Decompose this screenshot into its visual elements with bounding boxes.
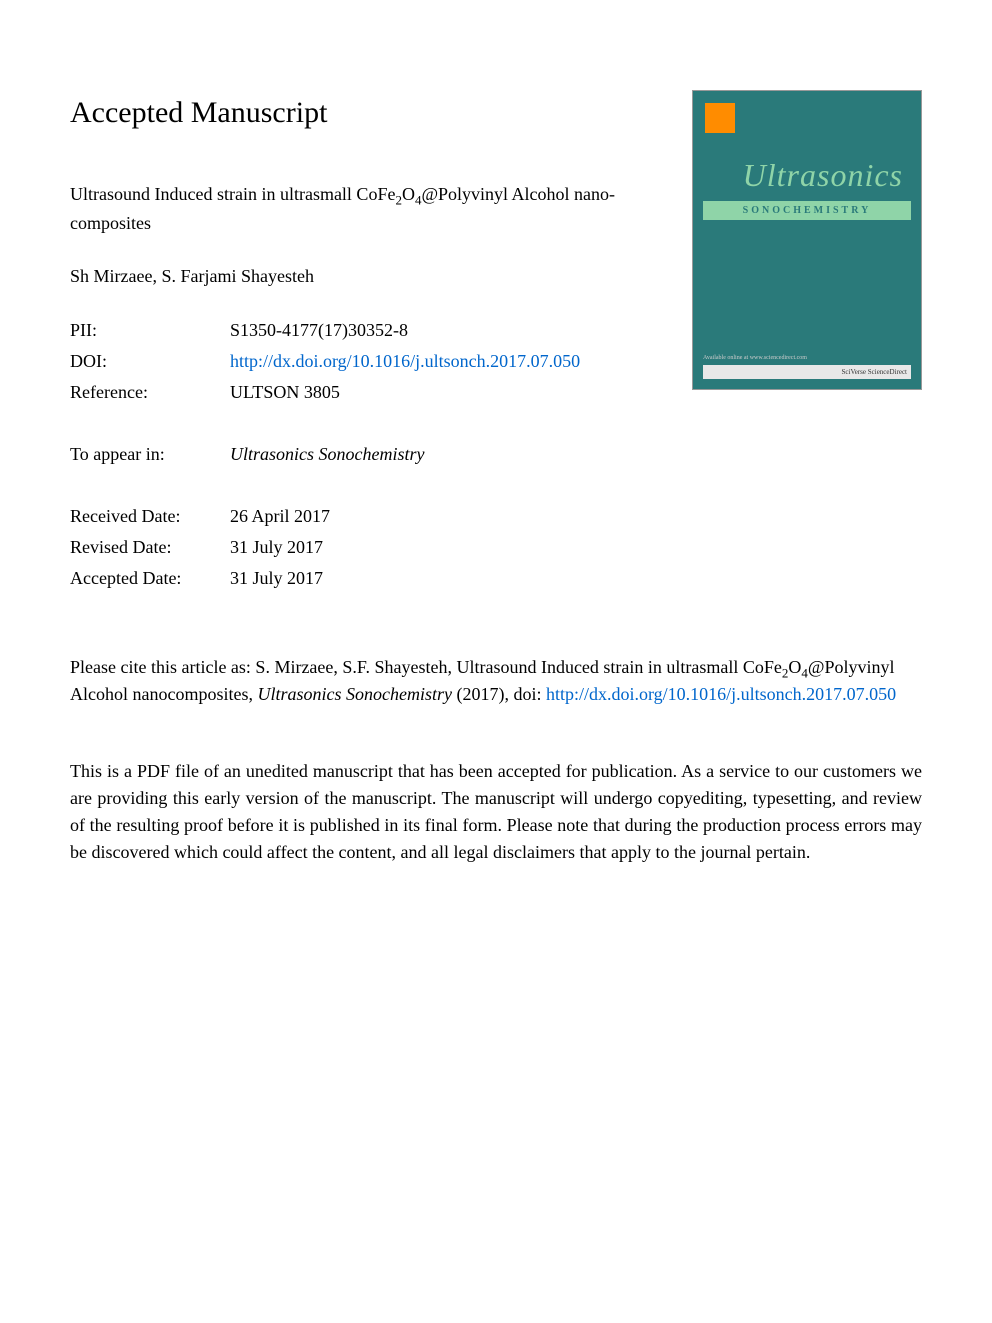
revised-label: Revised Date: bbox=[70, 532, 230, 563]
pii-label: PII: bbox=[70, 315, 230, 346]
manuscript-title: Accepted Manuscript bbox=[70, 90, 662, 135]
citation-year: (2017), doi: bbox=[452, 684, 546, 704]
metadata-table: PII: S1350-4177(17)30352-8 DOI: http://d… bbox=[70, 315, 580, 594]
appear-label: To appear in: bbox=[70, 439, 230, 470]
received-label: Received Date: bbox=[70, 501, 230, 532]
authors: Sh Mirzaee, S. Farjami Shayesteh bbox=[70, 263, 662, 290]
cover-journal-title: Ultrasonics bbox=[703, 151, 911, 199]
article-title: Ultrasound Induced strain in ultrasmall … bbox=[70, 180, 662, 238]
cover-footer-left: Available online at www.sciencedirect.co… bbox=[703, 354, 911, 363]
appear-row: To appear in: Ultrasonics Sonochemistry bbox=[70, 439, 580, 470]
cover-journal-subtitle: SONOCHEMISTRY bbox=[703, 201, 911, 220]
doi-link[interactable]: http://dx.doi.org/10.1016/j.ultsonch.201… bbox=[230, 351, 580, 371]
cover-footer-right: SciVerse ScienceDirect bbox=[703, 365, 911, 380]
citation-mid: O bbox=[788, 657, 801, 677]
citation-prefix: Please cite this article as: S. Mirzaee,… bbox=[70, 657, 782, 677]
accepted-value: 31 July 2017 bbox=[230, 563, 580, 594]
accepted-label: Accepted Date: bbox=[70, 563, 230, 594]
journal-cover: Ultrasonics SONOCHEMISTRY Available onli… bbox=[692, 90, 922, 390]
citation-doi-link[interactable]: http://dx.doi.org/10.1016/j.ultsonch.201… bbox=[546, 684, 896, 704]
left-content: Accepted Manuscript Ultrasound Induced s… bbox=[70, 90, 692, 614]
accepted-row: Accepted Date: 31 July 2017 bbox=[70, 563, 580, 594]
reference-value: ULTSON 3805 bbox=[230, 377, 580, 408]
received-value: 26 April 2017 bbox=[230, 501, 580, 532]
disclaimer-text: This is a PDF file of an unedited manusc… bbox=[70, 758, 922, 866]
citation-text: Please cite this article as: S. Mirzaee,… bbox=[70, 654, 922, 708]
doi-row: DOI: http://dx.doi.org/10.1016/j.ultsonc… bbox=[70, 346, 580, 377]
pii-row: PII: S1350-4177(17)30352-8 bbox=[70, 315, 580, 346]
title-part1: Ultrasound Induced strain in ultrasmall … bbox=[70, 184, 395, 204]
title-mid: O bbox=[402, 184, 415, 204]
reference-label: Reference: bbox=[70, 377, 230, 408]
pii-value: S1350-4177(17)30352-8 bbox=[230, 315, 580, 346]
doi-label: DOI: bbox=[70, 346, 230, 377]
reference-row: Reference: ULTSON 3805 bbox=[70, 377, 580, 408]
citation-journal: Ultrasonics Sonochemistry bbox=[257, 684, 451, 704]
revised-row: Revised Date: 31 July 2017 bbox=[70, 532, 580, 563]
header-section: Accepted Manuscript Ultrasound Induced s… bbox=[70, 90, 922, 614]
elsevier-logo-icon bbox=[705, 103, 735, 133]
received-row: Received Date: 26 April 2017 bbox=[70, 501, 580, 532]
cover-footer: Available online at www.sciencedirect.co… bbox=[703, 354, 911, 380]
appear-value: Ultrasonics Sonochemistry bbox=[230, 439, 580, 470]
revised-value: 31 July 2017 bbox=[230, 532, 580, 563]
